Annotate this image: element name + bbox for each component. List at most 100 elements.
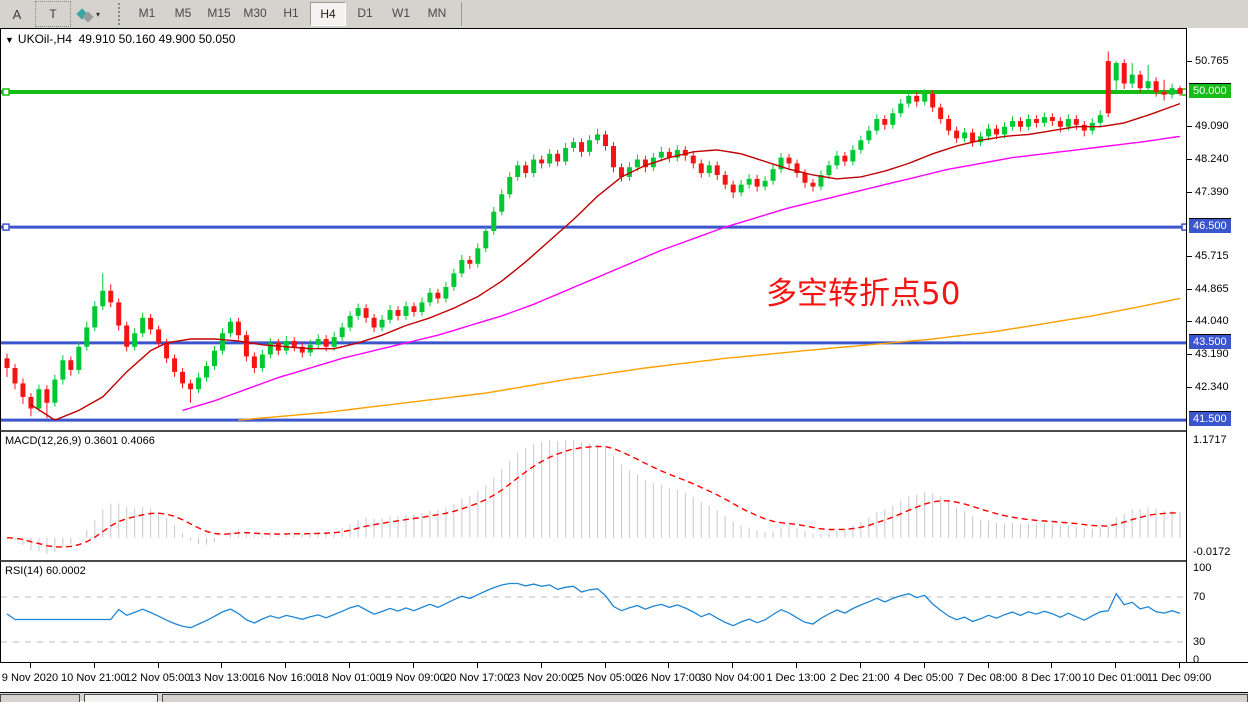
price-tick-mark [1187, 289, 1192, 291]
time-tick-label: 16 Nov 16:00 [252, 672, 319, 684]
timeframe-toolbar: M1 M5 M15 M30 H1 H4 D1 W1 MN [129, 2, 455, 26]
price-tick-mark [1187, 353, 1192, 355]
time-tick-label: 20 Nov 17:00 [444, 672, 510, 684]
rsi-scale-30: 30 [1193, 636, 1206, 648]
price-tick-label: 42.340 [1195, 380, 1229, 393]
rsi-line [6, 582, 1181, 629]
time-axis[interactable]: 9 Nov 2020 10 Nov 21:00 12 Nov 05:00 13 Nov… [0, 662, 1248, 693]
time-tick-label: 7 Dec 08:00 [957, 672, 1018, 684]
price-tick-label: 50.765 [1195, 55, 1229, 68]
macd-scale-max: 1.1717 [1193, 434, 1227, 446]
time-tick-mark [285, 663, 287, 668]
macd-panel[interactable]: MACD(12,26,9) 0.3601 0.4066 [0, 430, 1188, 562]
text-label-tool-button[interactable]: A [12, 6, 22, 22]
candlestick-plot [1, 51, 1187, 422]
arrows-tool-button[interactable]: ▾ [73, 3, 105, 25]
toolbar-separator [461, 2, 462, 26]
chart-title-symbol: UKOil-,H4 [17, 32, 72, 46]
timeframe-button-m1[interactable]: M1 [138, 6, 156, 20]
time-tick-mark [476, 663, 478, 668]
rsi-label: RSI(14) 60.0002 [5, 565, 86, 577]
price-tick-label: 48.240 [1195, 152, 1229, 165]
time-tick-mark [732, 663, 734, 668]
timeframe-button-d1[interactable]: D1 [357, 6, 373, 20]
rsi-scale-100: 100 [1193, 562, 1212, 574]
time-tick-mark [796, 663, 798, 668]
time-tick-mark [540, 663, 542, 668]
hline-50-handle[interactable] [2, 88, 10, 96]
time-tick-label: 13 Nov 13:00 [188, 672, 255, 684]
time-tick-mark [668, 663, 670, 668]
price-tick-label: 45.715 [1195, 250, 1229, 263]
time-tick-label: 19 Nov 09:00 [380, 672, 446, 684]
price-tick-mark [1187, 61, 1192, 63]
hline-46-5-handle[interactable] [1181, 223, 1187, 231]
macd-signal-line [6, 445, 1181, 548]
time-tick-mark [29, 663, 31, 668]
ma-slow-orange [238, 297, 1181, 421]
time-tick-mark [412, 663, 414, 668]
time-tick-label: 2 Dec 21:00 [830, 672, 890, 684]
time-tick-mark [1051, 663, 1053, 668]
bottom-tab-3[interactable] [162, 694, 1248, 702]
chart-title-ohlc: 49.910 50.160 49.900 50.050 [78, 32, 236, 46]
time-tick-label: 10 Dec 01:00 [1082, 672, 1148, 684]
price-line-badge-50.000: 50.000 [1189, 83, 1231, 98]
price-line-badge-46.500: 46.500 [1189, 218, 1231, 234]
price-tick-mark [1187, 191, 1192, 193]
timeframe-button-m15[interactable]: M15 [207, 6, 231, 20]
time-tick-label: 10 Nov 21:00 [61, 672, 127, 684]
rsi-scale-0: 0 [1193, 654, 1200, 666]
price-tick-label: 49.090 [1195, 120, 1229, 133]
timeframe-button-mn[interactable]: MN [427, 6, 447, 20]
price-tick-label: 44.865 [1195, 283, 1229, 296]
price-tick-mark [1187, 158, 1192, 160]
time-tick-label: 30 Nov 04:00 [699, 672, 765, 684]
time-tick-label: 11 Dec 09:00 [1146, 672, 1212, 684]
time-tick-label: 18 Nov 01:00 [316, 672, 382, 684]
time-tick-label: 1 Dec 13:00 [766, 672, 826, 684]
time-tick-mark [1179, 663, 1181, 668]
price-tick-mark [1187, 386, 1192, 388]
timeframe-button-m5[interactable]: M5 [174, 6, 192, 20]
time-tick-label: 23 Nov 20:00 [507, 672, 574, 684]
chart-title: ▼ UKOil-,H4 49.910 50.160 49.900 50.050 [5, 32, 235, 46]
time-tick-mark [1115, 663, 1117, 668]
main-chart-panel[interactable] [0, 28, 1188, 431]
time-tick-mark [987, 663, 989, 668]
hline-46-5-handle[interactable] [2, 223, 10, 231]
price-tick-mark [1187, 126, 1192, 128]
price-line-badge-43.500: 43.500 [1189, 333, 1231, 349]
time-tick-mark [604, 663, 606, 668]
timeframe-button-h1[interactable]: H1 [283, 6, 299, 20]
price-axis[interactable]: 50.765 49.090 48.240 47.390 45.715 44.865 44.0… [1187, 28, 1248, 666]
toolbar-drag-handle[interactable] [116, 3, 123, 25]
rsi-scale-70: 70 [1193, 591, 1206, 603]
timeframe-button-h4[interactable]: H4 [310, 2, 346, 26]
time-tick-label: 9 Nov 2020 [1, 672, 59, 684]
chart-dropdown-icon[interactable]: ▼ [5, 35, 14, 45]
text-box-tool-button[interactable]: T [35, 1, 71, 27]
bottom-tab-strip [0, 692, 1248, 702]
time-tick-label: 4 Dec 05:00 [894, 672, 954, 684]
timeframe-button-w1[interactable]: W1 [392, 6, 410, 20]
rsi-panel[interactable]: RSI(14) 60.0002 [0, 560, 1188, 664]
price-line-badge-41.500: 41.500 [1189, 411, 1231, 427]
ma-mid-magenta [182, 135, 1181, 412]
time-tick-label: 12 Nov 05:00 [124, 672, 191, 684]
bottom-tab-2[interactable] [84, 694, 158, 702]
axis-border [1186, 28, 1187, 662]
toolbar: A T ▾ M1 M5 M15 M30 H1 H4 D1 W1 MN [0, 0, 1248, 29]
time-tick-mark [93, 663, 95, 668]
timeframe-button-m30[interactable]: M30 [243, 6, 267, 20]
price-tick-label: 43.190 [1195, 347, 1229, 360]
bottom-tab-1[interactable] [0, 694, 80, 702]
time-tick-mark [859, 663, 861, 668]
macd-label: MACD(12,26,9) 0.3601 0.4066 [5, 435, 155, 447]
macd-plot [6, 440, 1181, 554]
price-tick-mark [1187, 256, 1192, 258]
chart-text-annotation[interactable]: 多空转折点50 [766, 276, 961, 312]
time-tick-mark [349, 663, 351, 668]
time-tick-label: 25 Nov 05:00 [571, 672, 638, 684]
